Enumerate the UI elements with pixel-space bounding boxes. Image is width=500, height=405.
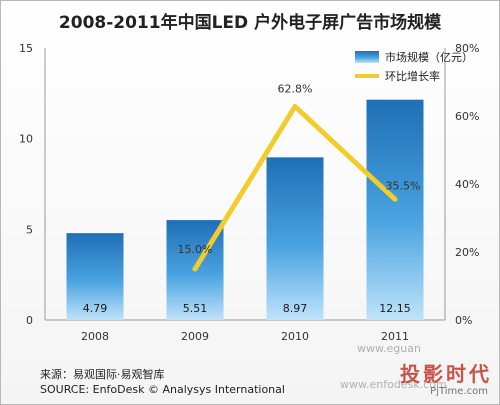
x-tick-label: 2011 bbox=[381, 330, 409, 343]
watermark-domain: www.eguan bbox=[357, 342, 421, 355]
x-tick-label: 2009 bbox=[181, 330, 209, 343]
growth-point bbox=[193, 267, 197, 271]
y-right-tick-label: 60% bbox=[455, 110, 479, 123]
source-en: SOURCE: EnfoDesk © Analysys Internationa… bbox=[40, 383, 285, 396]
bar-value-label: 4.79 bbox=[83, 302, 108, 315]
y-left-tick-label: 10 bbox=[19, 133, 33, 146]
legend-bar-label: 市场规模（亿元） bbox=[385, 50, 473, 64]
x-tick-label: 2010 bbox=[281, 330, 309, 343]
bar bbox=[366, 99, 424, 321]
growth-value-label: 62.8% bbox=[278, 82, 313, 95]
legend-line-label: 环比增长率 bbox=[385, 69, 440, 83]
legend-bar-swatch bbox=[355, 51, 379, 63]
growth-point bbox=[393, 197, 397, 202]
growth-value-label: 35.5% bbox=[386, 179, 421, 192]
bar-value-label: 5.51 bbox=[183, 302, 208, 315]
watermark-domain-2: www.enfodesk.com bbox=[340, 378, 447, 391]
y-left-tick-label: 5 bbox=[26, 223, 33, 236]
y-left-tick-label: 0 bbox=[26, 314, 33, 327]
source-cn: 来源：易观国际·易观智库 bbox=[40, 368, 165, 381]
watermark-logo: 投影时代 bbox=[400, 358, 492, 387]
chart-title: 2008-2011年中国LED 户外电子屏广告市场规模 bbox=[58, 13, 442, 33]
y-right-tick-label: 20% bbox=[455, 246, 479, 259]
watermark-logo-text: 投影时代 bbox=[400, 362, 492, 386]
growth-point bbox=[293, 104, 297, 109]
bar bbox=[66, 233, 124, 320]
y-left-tick-label: 15 bbox=[19, 42, 33, 55]
y-right-tick-label: 40% bbox=[455, 178, 479, 191]
bar-value-label: 8.97 bbox=[283, 302, 308, 315]
y-right-tick-label: 0% bbox=[455, 314, 472, 327]
growth-value-label: 15.0% bbox=[178, 243, 213, 256]
bar bbox=[266, 157, 324, 320]
bar-value-label: 12.15 bbox=[379, 302, 411, 315]
watermark-logo-sub: PjTime.com bbox=[430, 386, 488, 397]
y-right-tick-label: 80% bbox=[455, 42, 479, 55]
x-tick-label: 2008 bbox=[81, 330, 109, 343]
